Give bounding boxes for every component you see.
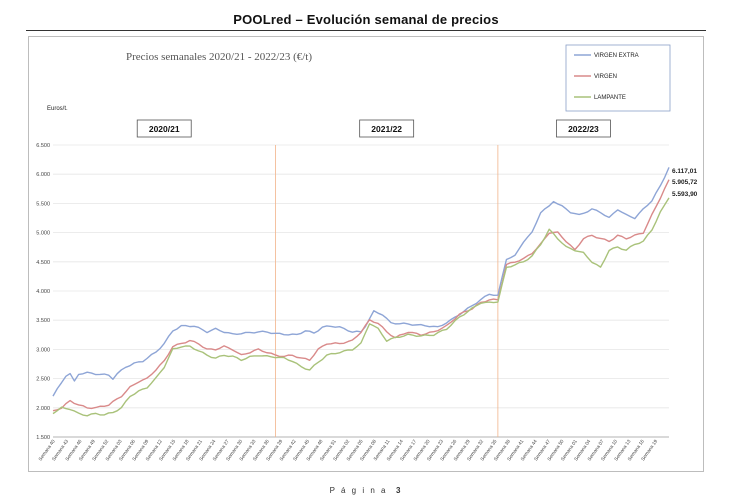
y-axis-label: Euros/t. [47, 106, 68, 112]
period-label-box [359, 119, 415, 138]
price-chart: Precios semanales 2020/21 - 2022/23 (€/t… [36, 44, 698, 462]
period-label-box [136, 119, 192, 138]
y-tick-label: 5.000 [36, 231, 50, 237]
chart-frame: Precios semanales 2020/21 - 2022/23 (€/t… [28, 36, 704, 472]
end-value-labels: 6.117,01 5.905,72 5.593,90 [672, 168, 698, 198]
y-tick-label: 2.000 [36, 406, 50, 412]
legend-entry: VIRGEN EXTRA [574, 53, 639, 59]
y-tick-label: 4.000 [36, 289, 50, 295]
series-line [52, 167, 670, 397]
period-label-text: 2021/22 [371, 124, 402, 134]
legend-label: VIRGEN [594, 74, 617, 80]
y-tick-label: 2.500 [36, 377, 50, 383]
series-end-label: 5.905,72 [672, 179, 698, 186]
legend: VIRGEN EXTRA VIRGEN LAMPANTE [565, 44, 671, 112]
y-tick-label: 4.500 [36, 260, 50, 266]
period-labels: 2020/21 2021/22 2022/23 [136, 119, 611, 138]
period-label: 2022/23 [556, 119, 611, 138]
legend-entry: VIRGEN [574, 74, 617, 80]
series-end-label: 6.117,01 [672, 168, 697, 175]
period-label-text: 2022/23 [568, 124, 599, 134]
period-label-text: 2020/21 [149, 124, 180, 134]
chart-title: Precios semanales 2020/21 - 2022/23 (€/t… [126, 51, 312, 63]
document-title: POOLred – Evolución semanal de precios [233, 12, 499, 27]
legend-label: LAMPANTE [594, 95, 626, 101]
legend-box [565, 44, 671, 112]
y-tick-label: 6.500 [36, 143, 50, 149]
y-tick-label: 5.500 [36, 201, 50, 207]
series-end-label: 5.593,90 [672, 191, 698, 198]
y-tick-label: 3.500 [36, 318, 50, 324]
page-footer: P á g i n a 3 [0, 486, 732, 495]
period-dividers [275, 145, 499, 437]
y-tick-label: 1.500 [36, 435, 50, 441]
grid-lines [53, 144, 669, 438]
legend-label: VIRGEN EXTRA [594, 53, 639, 59]
page-number: 3 [395, 486, 403, 495]
period-label: 2021/22 [359, 119, 415, 138]
legend-entry: LAMPANTE [574, 95, 626, 101]
period-label-box [556, 119, 611, 138]
y-tick-label: 6.000 [36, 172, 50, 178]
series-line [52, 197, 670, 417]
period-label: 2020/21 [136, 119, 192, 138]
y-tick-label: 3.000 [36, 347, 50, 353]
series-lines [52, 167, 670, 417]
title-underline [26, 30, 706, 31]
page-label: P á g i n a [329, 486, 388, 495]
series-line [52, 179, 670, 412]
y-tick-labels: 6.500 6.000 5.500 5.000 4.500 4.000 3.500 3.000… [36, 143, 50, 441]
